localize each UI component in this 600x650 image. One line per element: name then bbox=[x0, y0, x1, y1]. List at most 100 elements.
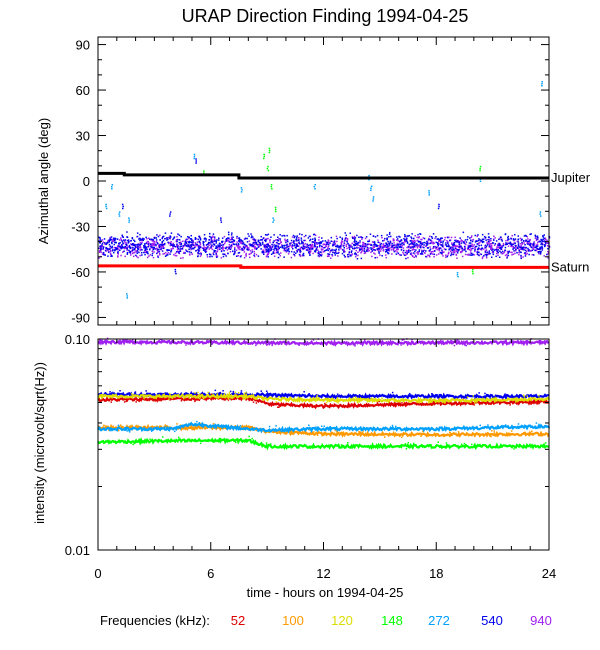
azimuth-point bbox=[539, 240, 542, 243]
azimuth-point bbox=[364, 252, 367, 254]
azimuth-point bbox=[189, 247, 192, 249]
intensity-point bbox=[330, 398, 333, 400]
azimuth-point bbox=[170, 251, 172, 253]
azimuth-point bbox=[382, 250, 385, 252]
azimuth-point bbox=[153, 246, 155, 249]
azimuth-outlier bbox=[314, 184, 316, 186]
azimuth-point bbox=[523, 240, 525, 242]
azimuth-point bbox=[116, 247, 118, 250]
azimuth-point bbox=[439, 239, 441, 241]
azimuth-point bbox=[531, 254, 534, 256]
azimuth-point bbox=[216, 255, 219, 257]
azimuth-point bbox=[255, 248, 258, 250]
azimuth-point bbox=[537, 236, 539, 239]
azimuth-point bbox=[453, 249, 456, 251]
azimuth-point bbox=[125, 246, 128, 249]
azimuth-point bbox=[239, 248, 241, 251]
azimuth-point bbox=[419, 233, 421, 235]
azimuth-point bbox=[439, 252, 442, 254]
intensity-point bbox=[356, 401, 359, 404]
azimuth-point bbox=[473, 254, 476, 256]
azimuth-point bbox=[318, 242, 320, 245]
azimuth-point bbox=[231, 232, 233, 234]
intensity-point bbox=[275, 402, 278, 404]
azimuth-point bbox=[191, 243, 194, 245]
azimuth-point bbox=[160, 246, 162, 248]
azimuth-point bbox=[406, 235, 408, 237]
azimuth-point bbox=[190, 234, 192, 237]
azimuth-point bbox=[415, 243, 418, 245]
azimuth-point bbox=[179, 243, 181, 246]
azimuth-point bbox=[262, 237, 265, 240]
intensity-point bbox=[109, 391, 111, 393]
intensity-point bbox=[268, 425, 271, 428]
azimuth-point bbox=[471, 243, 473, 246]
azimuth-point bbox=[148, 237, 150, 239]
azimuth-point bbox=[455, 250, 458, 253]
azimuth-point bbox=[531, 249, 533, 252]
azimuth-point bbox=[273, 252, 276, 254]
azimuth-point bbox=[269, 239, 271, 241]
azimuth-point bbox=[288, 251, 290, 253]
azimuth-point bbox=[273, 234, 275, 236]
intensity-point bbox=[132, 338, 134, 341]
azimuth-point bbox=[353, 237, 355, 239]
azimuth-point bbox=[488, 251, 490, 254]
azimuth-point bbox=[368, 240, 370, 243]
azimuth-point bbox=[328, 241, 330, 243]
azimuth-point bbox=[196, 241, 199, 243]
intensity-point bbox=[531, 430, 533, 432]
azimuth-point bbox=[318, 236, 320, 239]
azimuth-point bbox=[158, 251, 160, 253]
intensity-point bbox=[405, 448, 408, 450]
azimuth-point bbox=[175, 239, 178, 242]
azimuth-point bbox=[271, 248, 273, 250]
azimuth-point bbox=[432, 233, 435, 235]
intensity-point bbox=[509, 404, 511, 406]
azimuth-point bbox=[445, 248, 447, 251]
intensity-point bbox=[342, 427, 344, 430]
intensity-point bbox=[221, 426, 224, 428]
azimuth-point bbox=[161, 237, 163, 240]
azimuth-point bbox=[224, 253, 226, 256]
azimuth-point bbox=[233, 252, 236, 255]
azimuth-point bbox=[198, 240, 200, 243]
azimuth-point bbox=[143, 251, 145, 254]
azimuth-point bbox=[120, 246, 122, 249]
azimuth-point bbox=[351, 236, 354, 238]
intensity-point bbox=[176, 423, 178, 425]
intensity-point bbox=[125, 427, 128, 429]
azimuth-point bbox=[121, 245, 124, 248]
azimuth-point bbox=[388, 243, 391, 245]
azimuth-point bbox=[461, 255, 464, 258]
azimuth-point bbox=[318, 245, 321, 247]
azimuth-point bbox=[538, 248, 540, 250]
azimuth-ylabel: Azimuthal angle (deg) bbox=[36, 118, 51, 244]
azimuth-point bbox=[306, 245, 309, 247]
azimuth-point bbox=[197, 249, 200, 252]
azimuth-point bbox=[297, 242, 300, 244]
azimuth-point bbox=[374, 253, 376, 255]
azimuth-point bbox=[268, 244, 270, 247]
intensity-point bbox=[493, 430, 495, 432]
azimuth-point bbox=[467, 253, 470, 256]
intensity-point bbox=[254, 398, 257, 400]
azimuth-point bbox=[268, 249, 270, 251]
azimuth-point bbox=[469, 237, 471, 239]
intensity-point bbox=[496, 428, 498, 430]
azimuth-point bbox=[309, 235, 311, 238]
azimuth-point bbox=[368, 247, 370, 249]
azimuth-point bbox=[306, 243, 308, 246]
azimuth-point bbox=[150, 245, 152, 248]
azimuth-point bbox=[515, 248, 517, 251]
intensity-point bbox=[101, 394, 103, 396]
azimuth-outlier bbox=[128, 219, 130, 221]
azimuth-point bbox=[437, 253, 440, 255]
azimuth-outlier bbox=[479, 165, 482, 168]
intensity-point bbox=[314, 426, 316, 429]
azimuth-point bbox=[163, 247, 165, 249]
azimuth-point bbox=[472, 245, 474, 247]
azimuth-point bbox=[188, 251, 191, 253]
azimuth-point bbox=[529, 238, 531, 241]
azimuth-point bbox=[409, 240, 412, 242]
